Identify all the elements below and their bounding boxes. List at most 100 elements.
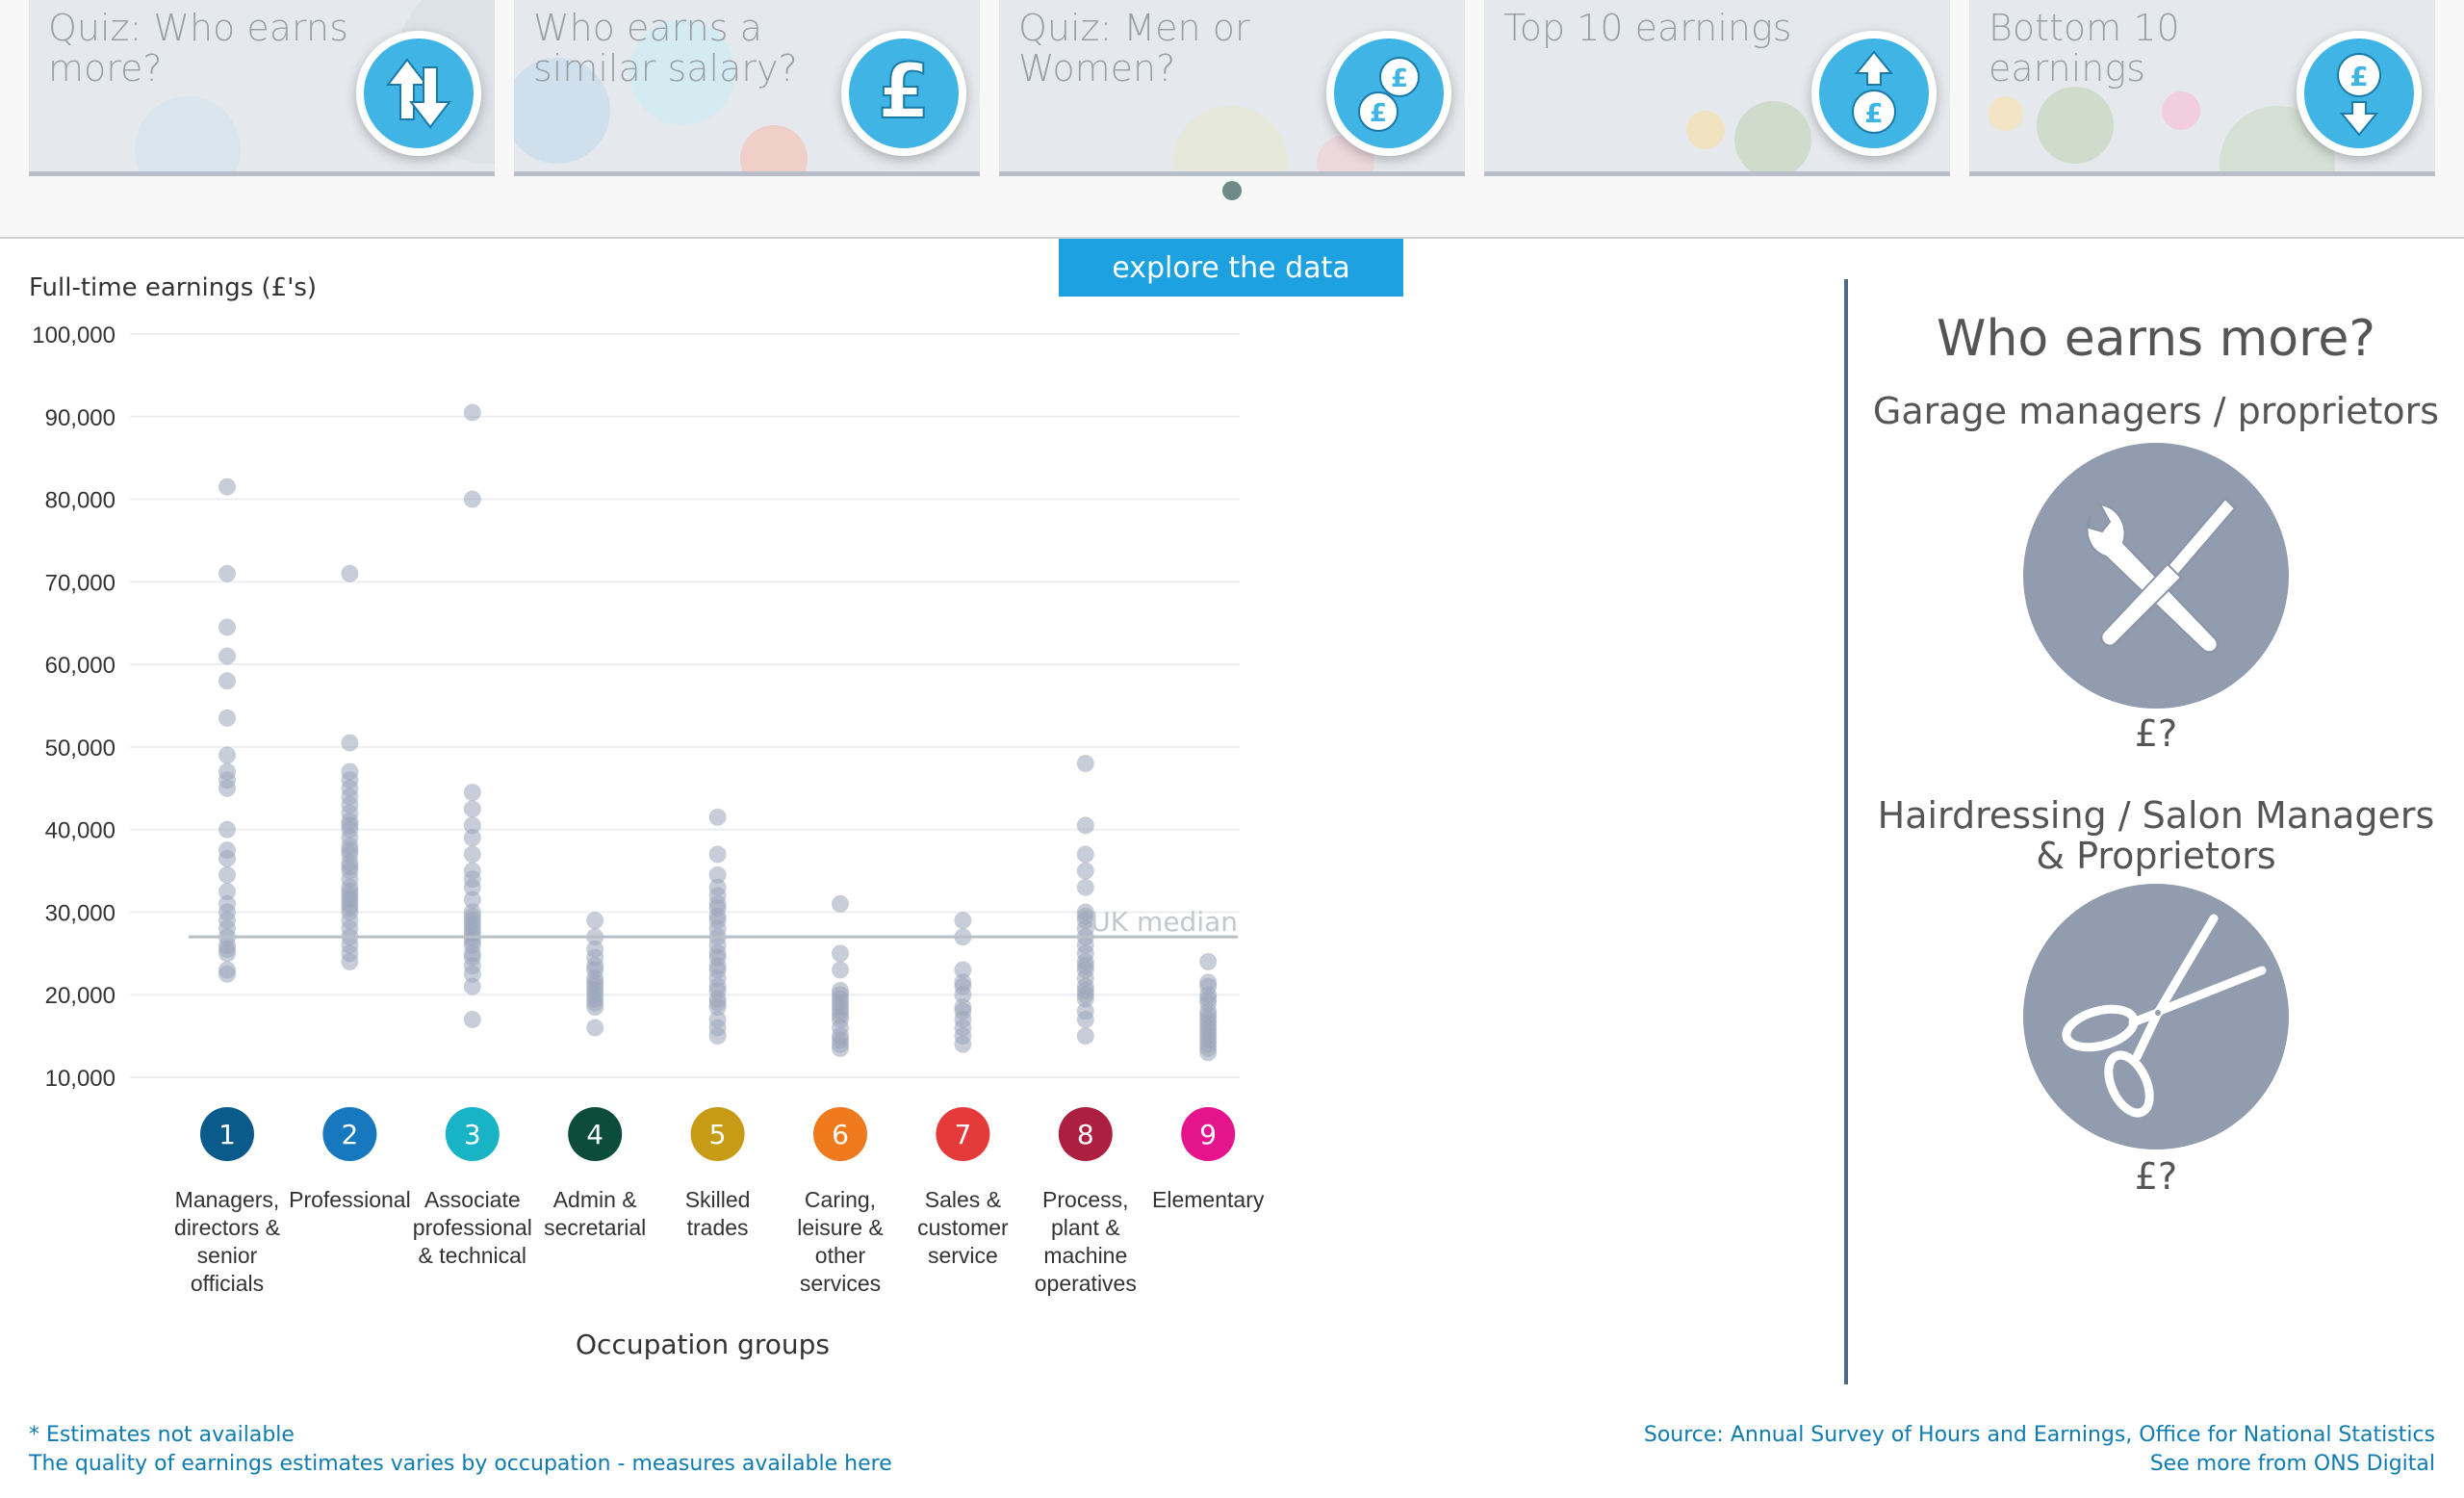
panel-title: Who earns more? — [1937, 310, 2375, 368]
group-badge-3[interactable] — [445, 1107, 500, 1161]
data-point[interactable] — [954, 986, 972, 1004]
data-point[interactable] — [463, 490, 481, 508]
group-label: Admin & secretarial — [544, 1187, 646, 1240]
data-point[interactable] — [218, 647, 236, 665]
data-point[interactable] — [586, 998, 604, 1017]
data-point[interactable] — [1076, 1027, 1094, 1046]
data-point[interactable] — [218, 672, 236, 690]
y-axis-title: Full-time earnings (£'s) — [29, 273, 318, 302]
group-badge-2[interactable] — [322, 1107, 377, 1161]
data-point[interactable] — [1199, 1044, 1218, 1062]
data-point[interactable] — [708, 1027, 727, 1046]
y-tick-label: 100,000 — [32, 323, 116, 349]
group-number: 6 — [832, 1119, 849, 1150]
svg-text:£: £ — [878, 49, 930, 136]
card-top-10[interactable]: Top 10 earnings £ — [1484, 0, 1950, 176]
group-badge-1[interactable] — [200, 1107, 254, 1161]
data-point[interactable] — [463, 1010, 481, 1028]
scissors-icon — [2062, 914, 2267, 1118]
data-point[interactable] — [218, 944, 236, 963]
data-point[interactable] — [218, 965, 236, 983]
estimates-note: * Estimates not available — [29, 1423, 295, 1447]
data-point[interactable] — [218, 820, 236, 839]
data-point[interactable] — [341, 564, 359, 582]
panel-divider — [1844, 279, 1848, 1384]
data-point[interactable] — [586, 1019, 604, 1037]
data-point[interactable] — [218, 709, 236, 727]
data-point[interactable] — [463, 891, 481, 909]
occupation-b-button[interactable] — [2023, 884, 2289, 1149]
earnings-scatter-chart: 10,000 20,000 30,000 40,000 50,000 60,000 70,0… — [32, 323, 1265, 1296]
data-point[interactable] — [218, 564, 236, 582]
y-tick-label: 50,000 — [45, 736, 116, 762]
data-point[interactable] — [954, 1035, 972, 1053]
card-men-or-women[interactable]: Quiz: Men or Women? £ £ — [999, 0, 1465, 176]
data-point[interactable] — [1076, 755, 1094, 773]
data-point[interactable] — [832, 944, 849, 963]
svg-text:£: £ — [1391, 65, 1408, 93]
data-point[interactable] — [463, 784, 481, 802]
data-point[interactable] — [832, 894, 849, 913]
data-point[interactable] — [1076, 862, 1094, 880]
data-point[interactable] — [708, 808, 727, 826]
group-badge-5[interactable] — [690, 1107, 745, 1161]
data-point[interactable] — [1076, 990, 1094, 1008]
data-point[interactable] — [218, 779, 236, 797]
card-bottom-10[interactable]: Bottom 10 earnings £ — [1969, 0, 2435, 176]
source-link[interactable]: Source: Annual Survey of Hours and Earni… — [1643, 1423, 2435, 1447]
group-number: 9 — [1199, 1119, 1217, 1150]
wrench-screwdriver-icon — [2086, 497, 2237, 654]
occupation-b-value: £? — [2134, 1155, 2178, 1198]
data-point[interactable] — [1076, 845, 1094, 864]
carousel-page-indicator[interactable] — [1222, 181, 1242, 200]
data-point[interactable] — [218, 883, 236, 900]
data-point[interactable] — [954, 912, 972, 930]
data-point[interactable] — [218, 478, 236, 496]
data-point[interactable] — [1199, 952, 1218, 970]
data-point[interactable] — [463, 829, 481, 847]
data-point[interactable] — [832, 961, 849, 979]
data-point[interactable] — [463, 800, 481, 818]
group-badge-8[interactable] — [1058, 1107, 1113, 1161]
data-point[interactable] — [586, 912, 604, 930]
data-point[interactable] — [463, 403, 481, 422]
data-point[interactable] — [341, 734, 359, 752]
data-point[interactable] — [708, 865, 727, 884]
data-point[interactable] — [218, 746, 236, 764]
data-point[interactable] — [218, 618, 236, 636]
group-number: 2 — [341, 1119, 358, 1150]
group-badge-4[interactable] — [568, 1107, 623, 1161]
data-point[interactable] — [1076, 1010, 1094, 1028]
ons-digital-link[interactable]: See more from ONS Digital — [2149, 1452, 2435, 1476]
card-quiz-who-earns-more[interactable]: Quiz: Who earns more? — [29, 0, 495, 176]
card-similar-salary[interactable]: Who earns a similar salary? £ — [514, 0, 980, 176]
y-tick-label: 60,000 — [45, 653, 116, 679]
data-point[interactable] — [341, 952, 359, 970]
y-tick-label: 90,000 — [45, 405, 116, 431]
data-point[interactable] — [463, 878, 481, 896]
up-down-arrows-icon — [356, 31, 481, 156]
occupation-a-button[interactable] — [2023, 443, 2289, 709]
data-point[interactable] — [218, 849, 236, 867]
data-point[interactable] — [708, 998, 727, 1017]
group-badge-6[interactable] — [813, 1107, 867, 1161]
data-point[interactable] — [463, 816, 481, 835]
data-point[interactable] — [708, 845, 727, 864]
explore-data-button[interactable]: explore the data — [1059, 239, 1403, 297]
group-number: 5 — [709, 1119, 727, 1150]
data-point[interactable] — [463, 965, 481, 983]
data-point[interactable] — [954, 961, 972, 979]
y-tick-label: 80,000 — [45, 488, 116, 514]
data-point[interactable] — [463, 977, 481, 995]
data-point[interactable] — [218, 865, 236, 884]
data-point[interactable] — [832, 1039, 849, 1057]
group-badge-7[interactable] — [936, 1107, 990, 1161]
quality-measures-link[interactable]: The quality of earnings estimates varies… — [29, 1452, 892, 1476]
group-number: 3 — [464, 1119, 481, 1150]
data-point[interactable] — [1076, 816, 1094, 835]
group-badge-9[interactable] — [1181, 1107, 1236, 1161]
occupation-b-name: Hairdressing / Salon Managers & Propriet… — [1877, 794, 2435, 877]
data-point[interactable] — [463, 845, 481, 864]
y-tick-label: 40,000 — [45, 818, 116, 844]
data-point[interactable] — [1076, 878, 1094, 896]
